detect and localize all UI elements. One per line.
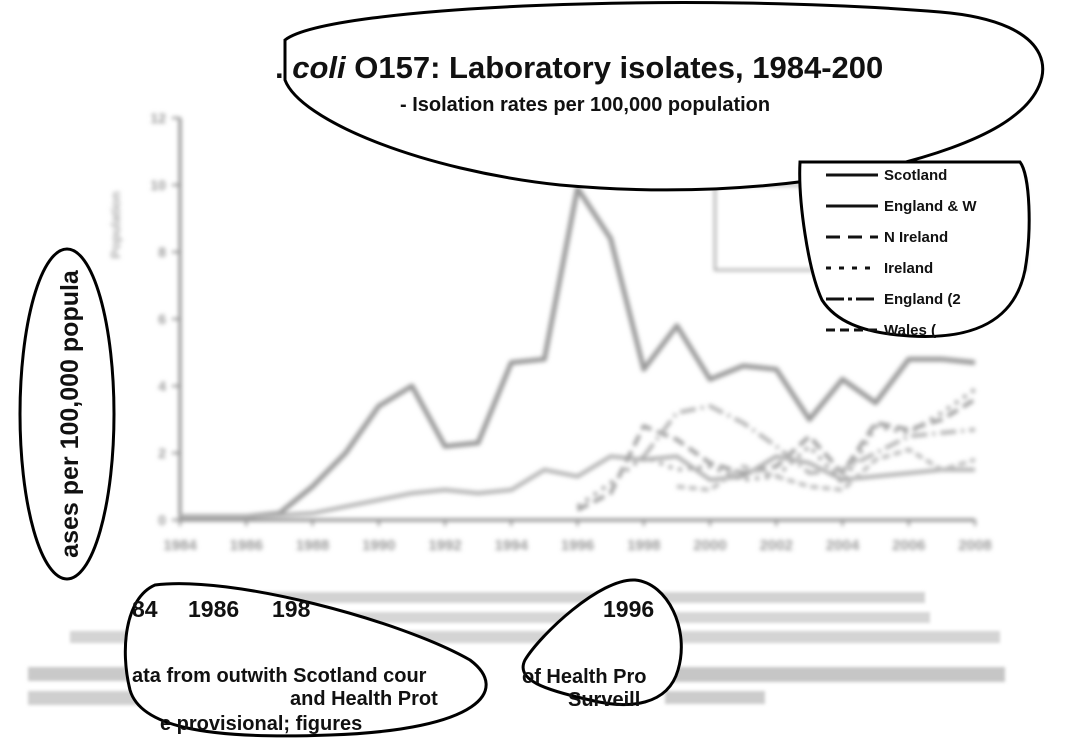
caption-right-faded-2 bbox=[665, 691, 765, 704]
x-tick-label: 1992 bbox=[428, 537, 461, 554]
y-tick-label: 12 bbox=[150, 110, 166, 126]
y-tick-label: 4 bbox=[158, 378, 166, 394]
x-tick-label: 2006 bbox=[892, 537, 925, 554]
x-tick-label: 2000 bbox=[693, 537, 726, 554]
caption-large-2-right: Surveill bbox=[568, 689, 640, 711]
x-tick-label: 2004 bbox=[826, 537, 860, 554]
series-line-1 bbox=[180, 185, 976, 520]
y-label-callout: ases per 100,000 popula bbox=[18, 247, 116, 581]
title-callout: . coli O157: Laboratory isolates, 1984-2… bbox=[275, 1, 1045, 192]
blurred-plot: 1984 1986 1988 1990 1992 1994 1996 1998 2000 2002… bbox=[108, 110, 1026, 554]
legend-label: England & W bbox=[884, 198, 977, 215]
x-tick-large-1986: 1986 bbox=[188, 596, 239, 622]
title-part-2: coli bbox=[292, 50, 347, 85]
y-label-ellipse bbox=[18, 247, 116, 581]
footnote-line-1 bbox=[185, 592, 925, 603]
x-tick-label: 1986 bbox=[230, 537, 263, 554]
caption-right-ellipse bbox=[521, 578, 683, 707]
series-line-5 bbox=[642, 404, 976, 476]
caption-large-3-left: e provisional; figures bbox=[160, 713, 362, 735]
y-tick-label: 6 bbox=[158, 311, 166, 327]
chart-subtitle: - Isolation rates per 100,000 population bbox=[400, 94, 770, 116]
x-tick-label: 2008 bbox=[958, 537, 991, 554]
title-part-3: O157: Laboratory isolates, 1984-200 bbox=[346, 50, 884, 85]
series-lines bbox=[180, 185, 977, 520]
y-tick-label: 10 bbox=[150, 177, 166, 193]
legend-label: Ireland bbox=[884, 260, 933, 277]
legend-ellipse bbox=[798, 160, 1031, 338]
x-tick-label: 1984 bbox=[163, 537, 197, 554]
x-tick-large-1988: 198 bbox=[272, 596, 311, 622]
y-tick-label: 8 bbox=[158, 244, 166, 260]
series-line-3 bbox=[576, 397, 977, 512]
x-tick-large-1996: 1996 bbox=[603, 596, 654, 622]
title-ellipse bbox=[283, 1, 1045, 192]
x-tick-label: 1996 bbox=[561, 537, 594, 554]
y-axis-label: ases per 100,000 popula bbox=[56, 269, 84, 558]
y-tick-labels: 0 2 4 6 8 10 12 bbox=[150, 110, 166, 528]
x-tick-labels: 1984 1986 1988 1990 1992 1994 1996 1998 2000 2002… bbox=[163, 537, 991, 554]
legend-label: Scotland bbox=[884, 167, 947, 184]
faded-y-label: Population bbox=[108, 191, 123, 258]
series-line-6 bbox=[676, 447, 976, 492]
legend-label: N Ireland bbox=[884, 229, 948, 246]
legend-label: England (2 bbox=[884, 291, 961, 308]
chart-title: . coli O157: Laboratory isolates, 1984-2… bbox=[275, 50, 883, 85]
caption-large-1-left: ata from outwith Scotland cour bbox=[132, 665, 427, 687]
caption-large-2-left: and Health Prot bbox=[290, 688, 438, 710]
chart-legend: Scotland England & W N Ireland Ireland Engla… bbox=[826, 167, 977, 339]
title-part-1: . bbox=[275, 50, 292, 85]
x-tick-label: 2002 bbox=[760, 537, 793, 554]
x-tick-label: 1990 bbox=[362, 537, 395, 554]
legend-label: Wales ( bbox=[884, 322, 936, 339]
caption-callout-left: 84 1986 198 ata from outwith Scotland co… bbox=[123, 582, 488, 738]
caption-left-ellipse bbox=[123, 582, 488, 738]
y-tick-label: 0 bbox=[158, 512, 166, 528]
y-tick-label: 2 bbox=[158, 445, 166, 461]
x-tick-label: 1988 bbox=[296, 537, 329, 554]
caption-right-faded bbox=[665, 667, 1005, 682]
plot-axes bbox=[172, 117, 976, 526]
caption-callout-right: 1996 of Health Pro Surveill bbox=[521, 578, 683, 711]
series-line-2 bbox=[180, 454, 975, 519]
legend-callout: Scotland England & W N Ireland Ireland Engla… bbox=[798, 160, 1031, 339]
caption-large-1-right: of Health Pro bbox=[522, 666, 646, 688]
x-tick-large-1984: 84 bbox=[132, 596, 158, 622]
x-tick-label: 1998 bbox=[627, 537, 660, 554]
x-tick-label: 1994 bbox=[495, 537, 529, 554]
